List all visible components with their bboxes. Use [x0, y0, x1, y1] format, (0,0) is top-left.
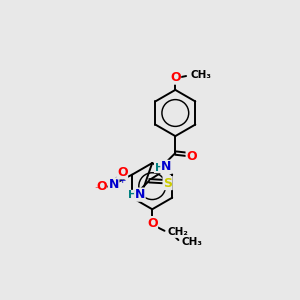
Text: O: O	[186, 150, 197, 163]
Text: CH₂: CH₂	[168, 227, 188, 237]
Text: N: N	[109, 178, 119, 191]
Text: O: O	[147, 217, 158, 230]
Text: S: S	[163, 177, 172, 190]
Text: CH₃: CH₃	[182, 237, 203, 247]
Text: N: N	[161, 160, 171, 173]
Text: H: H	[128, 190, 138, 200]
Text: O: O	[96, 180, 107, 194]
Text: H: H	[154, 163, 164, 173]
Text: N: N	[135, 188, 145, 201]
Text: CH₃: CH₃	[191, 70, 212, 80]
Text: O: O	[117, 166, 128, 179]
Text: +: +	[118, 176, 126, 185]
Text: ⁻: ⁻	[94, 185, 99, 195]
Text: O: O	[170, 71, 181, 84]
